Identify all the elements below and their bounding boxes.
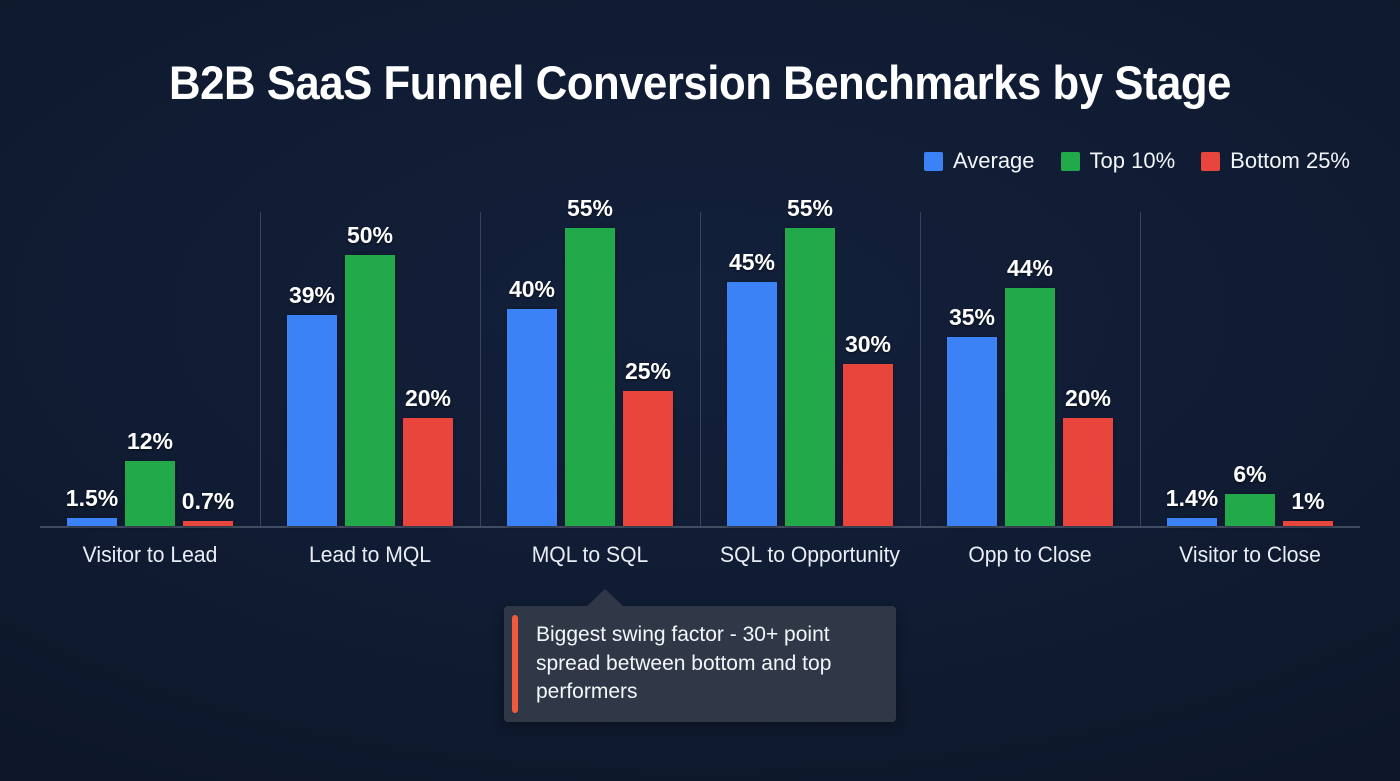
bar-value-label: 20%: [404, 384, 452, 411]
bar-value-label: 45%: [728, 249, 776, 276]
bar-value-label: 35%: [948, 303, 996, 330]
bar-value-label: 12%: [126, 428, 174, 455]
x-axis-tick-label: Visitor to Close: [1179, 542, 1321, 567]
group-divider: [920, 212, 921, 526]
legend-label: Bottom 25%: [1230, 148, 1350, 173]
bar-column[interactable]: 12%: [125, 212, 175, 526]
group-divider: [1140, 212, 1141, 526]
bar-column[interactable]: 1%: [1283, 212, 1333, 526]
x-axis-tick-label: MQL to SQL: [531, 542, 649, 567]
bar[interactable]: [125, 461, 175, 526]
annotation-accent-bar: [512, 615, 518, 713]
bar[interactable]: [1167, 518, 1217, 526]
bar-value-label: 55%: [786, 195, 834, 222]
legend-label: Average: [952, 148, 1035, 173]
bar-group: 1.4% 6% 1%: [1140, 212, 1360, 526]
chart-title: B2B SaaS Funnel Conversion Benchmarks by…: [169, 56, 1231, 109]
bar[interactable]: [507, 309, 557, 526]
bar[interactable]: [1063, 417, 1113, 526]
x-axis-tick-label: Lead to MQL: [308, 542, 432, 567]
bar-group: 39% 50% 20%: [260, 212, 480, 526]
legend-item-bottom-25[interactable]: Bottom 25%: [1201, 148, 1350, 174]
bar-column[interactable]: 55%: [565, 195, 615, 526]
bar[interactable]: [183, 521, 233, 526]
legend-item-average[interactable]: Average: [923, 148, 1035, 174]
bar[interactable]: [565, 228, 615, 526]
bar[interactable]: [1005, 287, 1055, 526]
group-divider: [700, 212, 701, 526]
bar-value-label: 44%: [1006, 254, 1054, 281]
bar-column[interactable]: 20%: [403, 212, 453, 526]
bar[interactable]: [785, 228, 835, 526]
bar-value-label: 1.5%: [65, 484, 119, 511]
bar[interactable]: [403, 417, 453, 526]
bar-group: 35% 44% 20%: [920, 212, 1140, 526]
plot-area: 1.5% 12% 0.7% 39% 50% 20% 40% 55% 25% 45% 55% 30% 35…: [40, 195, 1360, 528]
bar[interactable]: [843, 363, 893, 526]
bar[interactable]: [1225, 493, 1275, 526]
x-axis-tick-label: Visitor to Lead: [82, 542, 218, 567]
bar-column[interactable]: 35%: [947, 212, 997, 526]
x-axis-labels: Visitor to Lead Lead to MQL MQL to SQL SQL …: [40, 542, 1360, 576]
bar-value-label: 1.4%: [1165, 485, 1219, 512]
legend-swatch-icon: [1201, 151, 1221, 171]
bar-column[interactable]: 39%: [287, 212, 337, 526]
legend-swatch-icon: [923, 151, 943, 171]
bar-value-label: 30%: [844, 330, 892, 357]
legend-item-top-10[interactable]: Top 10%: [1060, 148, 1176, 174]
annotation-text: Biggest swing factor - 30+ point spread …: [536, 622, 832, 704]
bar-column[interactable]: 0.7%: [181, 212, 235, 526]
x-axis-tick-label: SQL to Opportunity: [719, 542, 901, 567]
bar-group: 40% 55% 25%: [480, 195, 700, 526]
bar[interactable]: [287, 314, 337, 526]
annotation-callout: Biggest swing factor - 30+ point spread …: [504, 589, 896, 722]
bar[interactable]: [947, 336, 997, 526]
bar[interactable]: [1283, 520, 1333, 526]
bar[interactable]: [727, 282, 777, 526]
bar-column[interactable]: 44%: [1005, 212, 1055, 526]
bar-column[interactable]: 6%: [1225, 212, 1275, 526]
bar-column[interactable]: 1.4%: [1165, 212, 1219, 526]
bar-group: 1.5% 12% 0.7%: [40, 212, 260, 526]
bar-value-label: 39%: [288, 281, 336, 308]
group-divider: [480, 212, 481, 526]
legend-swatch-icon: [1060, 151, 1080, 171]
bar-column[interactable]: 40%: [507, 212, 557, 526]
bar-column[interactable]: 20%: [1063, 212, 1113, 526]
annotation-pointer-icon: [586, 589, 624, 607]
bar-column[interactable]: 50%: [345, 212, 395, 526]
group-divider: [260, 212, 261, 526]
bar-column[interactable]: 25%: [623, 212, 673, 526]
bar-value-label: 0.7%: [181, 488, 235, 514]
bar[interactable]: [623, 390, 673, 526]
x-axis-baseline: [40, 526, 1360, 528]
chart-legend: Average Top 10% Bottom 25%: [923, 148, 1350, 174]
bar-value-label: 55%: [566, 195, 614, 222]
bar[interactable]: [345, 255, 395, 526]
bar-value-label: 1%: [1291, 487, 1325, 514]
bar-value-label: 40%: [508, 276, 556, 303]
bar-value-label: 50%: [346, 222, 394, 249]
bar-value-label: 6%: [1233, 460, 1267, 487]
x-axis-tick-label: Opp to Close: [968, 542, 1092, 567]
bar-column[interactable]: 30%: [843, 212, 893, 526]
bar[interactable]: [67, 517, 117, 526]
bar-value-label: 25%: [624, 357, 672, 384]
bar-column[interactable]: 55%: [785, 195, 835, 526]
legend-label: Top 10%: [1089, 148, 1176, 173]
bar-column[interactable]: 45%: [727, 212, 777, 526]
bar-value-label: 20%: [1064, 384, 1112, 411]
bar-column[interactable]: 1.5%: [65, 212, 119, 526]
bar-group: 45% 55% 30%: [700, 195, 920, 526]
